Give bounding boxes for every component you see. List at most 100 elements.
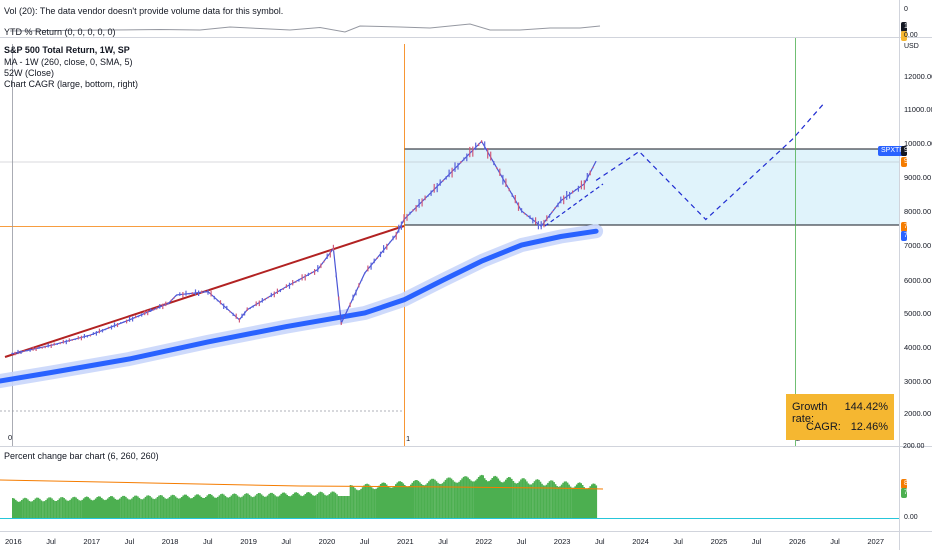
candle (478, 143, 480, 146)
candle (123, 321, 125, 323)
percent-change-bar (248, 494, 251, 518)
candle (35, 347, 37, 351)
percent-change-bar (42, 501, 44, 518)
percent-change-bar (117, 499, 120, 518)
candle (68, 338, 70, 342)
percent-change-bar (566, 482, 569, 518)
percent-change-bar (120, 496, 123, 518)
candle (83, 334, 85, 339)
candle (463, 157, 465, 161)
percent-change-bar (506, 477, 509, 518)
time-tick-5: Jul (203, 537, 213, 546)
percent-change-bar (485, 480, 487, 518)
candle (514, 195, 516, 204)
percent-change-bar (324, 494, 326, 518)
percent-change-bar (227, 497, 230, 518)
percent-change-bar (271, 492, 273, 518)
percent-change-bar (36, 497, 38, 518)
candle (543, 219, 545, 228)
candle (176, 294, 178, 297)
candle (537, 221, 539, 230)
candle (241, 313, 243, 318)
percent-change-bar (499, 480, 501, 518)
candle (104, 328, 107, 331)
percent-change-bar (518, 481, 521, 518)
percent-change-bar (298, 494, 301, 518)
candle (20, 350, 22, 354)
percent-change-bar (458, 481, 460, 518)
percent-change-bar (232, 494, 234, 518)
percent-change-bar (578, 482, 581, 518)
candle (517, 202, 520, 211)
candle (589, 170, 591, 176)
candle (150, 308, 152, 312)
percent-change-bar (104, 500, 106, 518)
candle (427, 195, 429, 197)
lower-signal-line (0, 479, 604, 490)
candle (560, 196, 562, 204)
percent-change-bar (529, 484, 531, 518)
percent-change-bar (434, 479, 436, 518)
percent-change-bar (450, 478, 453, 518)
candle (249, 307, 251, 310)
candle (436, 183, 438, 193)
percent-change-bar (541, 483, 543, 518)
candle (445, 176, 447, 180)
percent-change-bar (337, 496, 340, 518)
percent-change-bar (247, 493, 249, 518)
time-tick-19: Jul (752, 537, 762, 546)
candle (421, 198, 423, 207)
time-tick-14: 2023 (554, 537, 571, 546)
percent-change-bar (224, 495, 227, 518)
percent-change-bar (126, 498, 129, 518)
percent-change-bar (462, 476, 465, 518)
percent-change-bar (253, 496, 255, 518)
candle (475, 142, 477, 151)
candle (223, 303, 225, 309)
candle (173, 297, 175, 299)
candle (352, 294, 354, 301)
cagr-box: Growth rate: 144.42% CAGR: 12.46% (786, 394, 894, 440)
candle (343, 316, 345, 318)
percent-change-bar (459, 480, 462, 518)
percent-change-bar (464, 476, 466, 518)
percent-change-bar (423, 485, 426, 518)
percent-change-bar (432, 478, 435, 518)
percent-change-bar (313, 495, 316, 518)
vol-axis-zero: 0 (904, 6, 908, 13)
candle (310, 271, 313, 274)
percent-change-bar (111, 496, 114, 518)
percent-change-bar (373, 489, 376, 518)
candle (232, 312, 234, 316)
candle (288, 282, 291, 289)
percent-change-bar (37, 497, 40, 518)
candle (469, 146, 471, 158)
ma-glow (0, 224, 604, 389)
percent-change-bar (306, 492, 308, 518)
candle (460, 161, 462, 164)
percent-change-bar (512, 481, 515, 518)
candle (80, 335, 82, 341)
percent-change-bar (31, 501, 34, 518)
percent-change-bar (452, 480, 454, 518)
percent-change-bar (503, 481, 506, 518)
candle (147, 310, 149, 316)
time-tick-10: 2021 (397, 537, 414, 546)
percent-change-bar (55, 501, 58, 518)
percent-change-bar (429, 479, 432, 518)
percent-change-bar (391, 487, 394, 518)
candle (493, 161, 495, 166)
percent-change-bar (526, 481, 528, 518)
candle (418, 199, 420, 208)
percent-change-bar (474, 480, 477, 518)
percent-change-bar (287, 496, 290, 518)
percent-change-bar (303, 495, 305, 518)
percent-change-bar (241, 496, 243, 518)
percent-change-bar (122, 495, 124, 518)
percent-change-bar (378, 485, 380, 518)
price-tick-0: 2000.00 (904, 409, 931, 418)
percent-change-bar (182, 495, 184, 518)
percent-change-bar (76, 498, 79, 518)
percent-change-bar (188, 497, 190, 518)
percent-change-bar (52, 499, 55, 518)
